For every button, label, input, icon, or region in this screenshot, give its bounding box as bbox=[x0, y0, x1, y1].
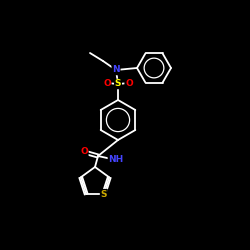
Text: N: N bbox=[112, 66, 120, 74]
Text: NH: NH bbox=[108, 156, 124, 164]
Text: O: O bbox=[125, 78, 133, 88]
Text: S: S bbox=[115, 80, 121, 88]
Text: O: O bbox=[103, 78, 111, 88]
Text: S: S bbox=[100, 190, 107, 199]
Text: O: O bbox=[80, 148, 88, 156]
